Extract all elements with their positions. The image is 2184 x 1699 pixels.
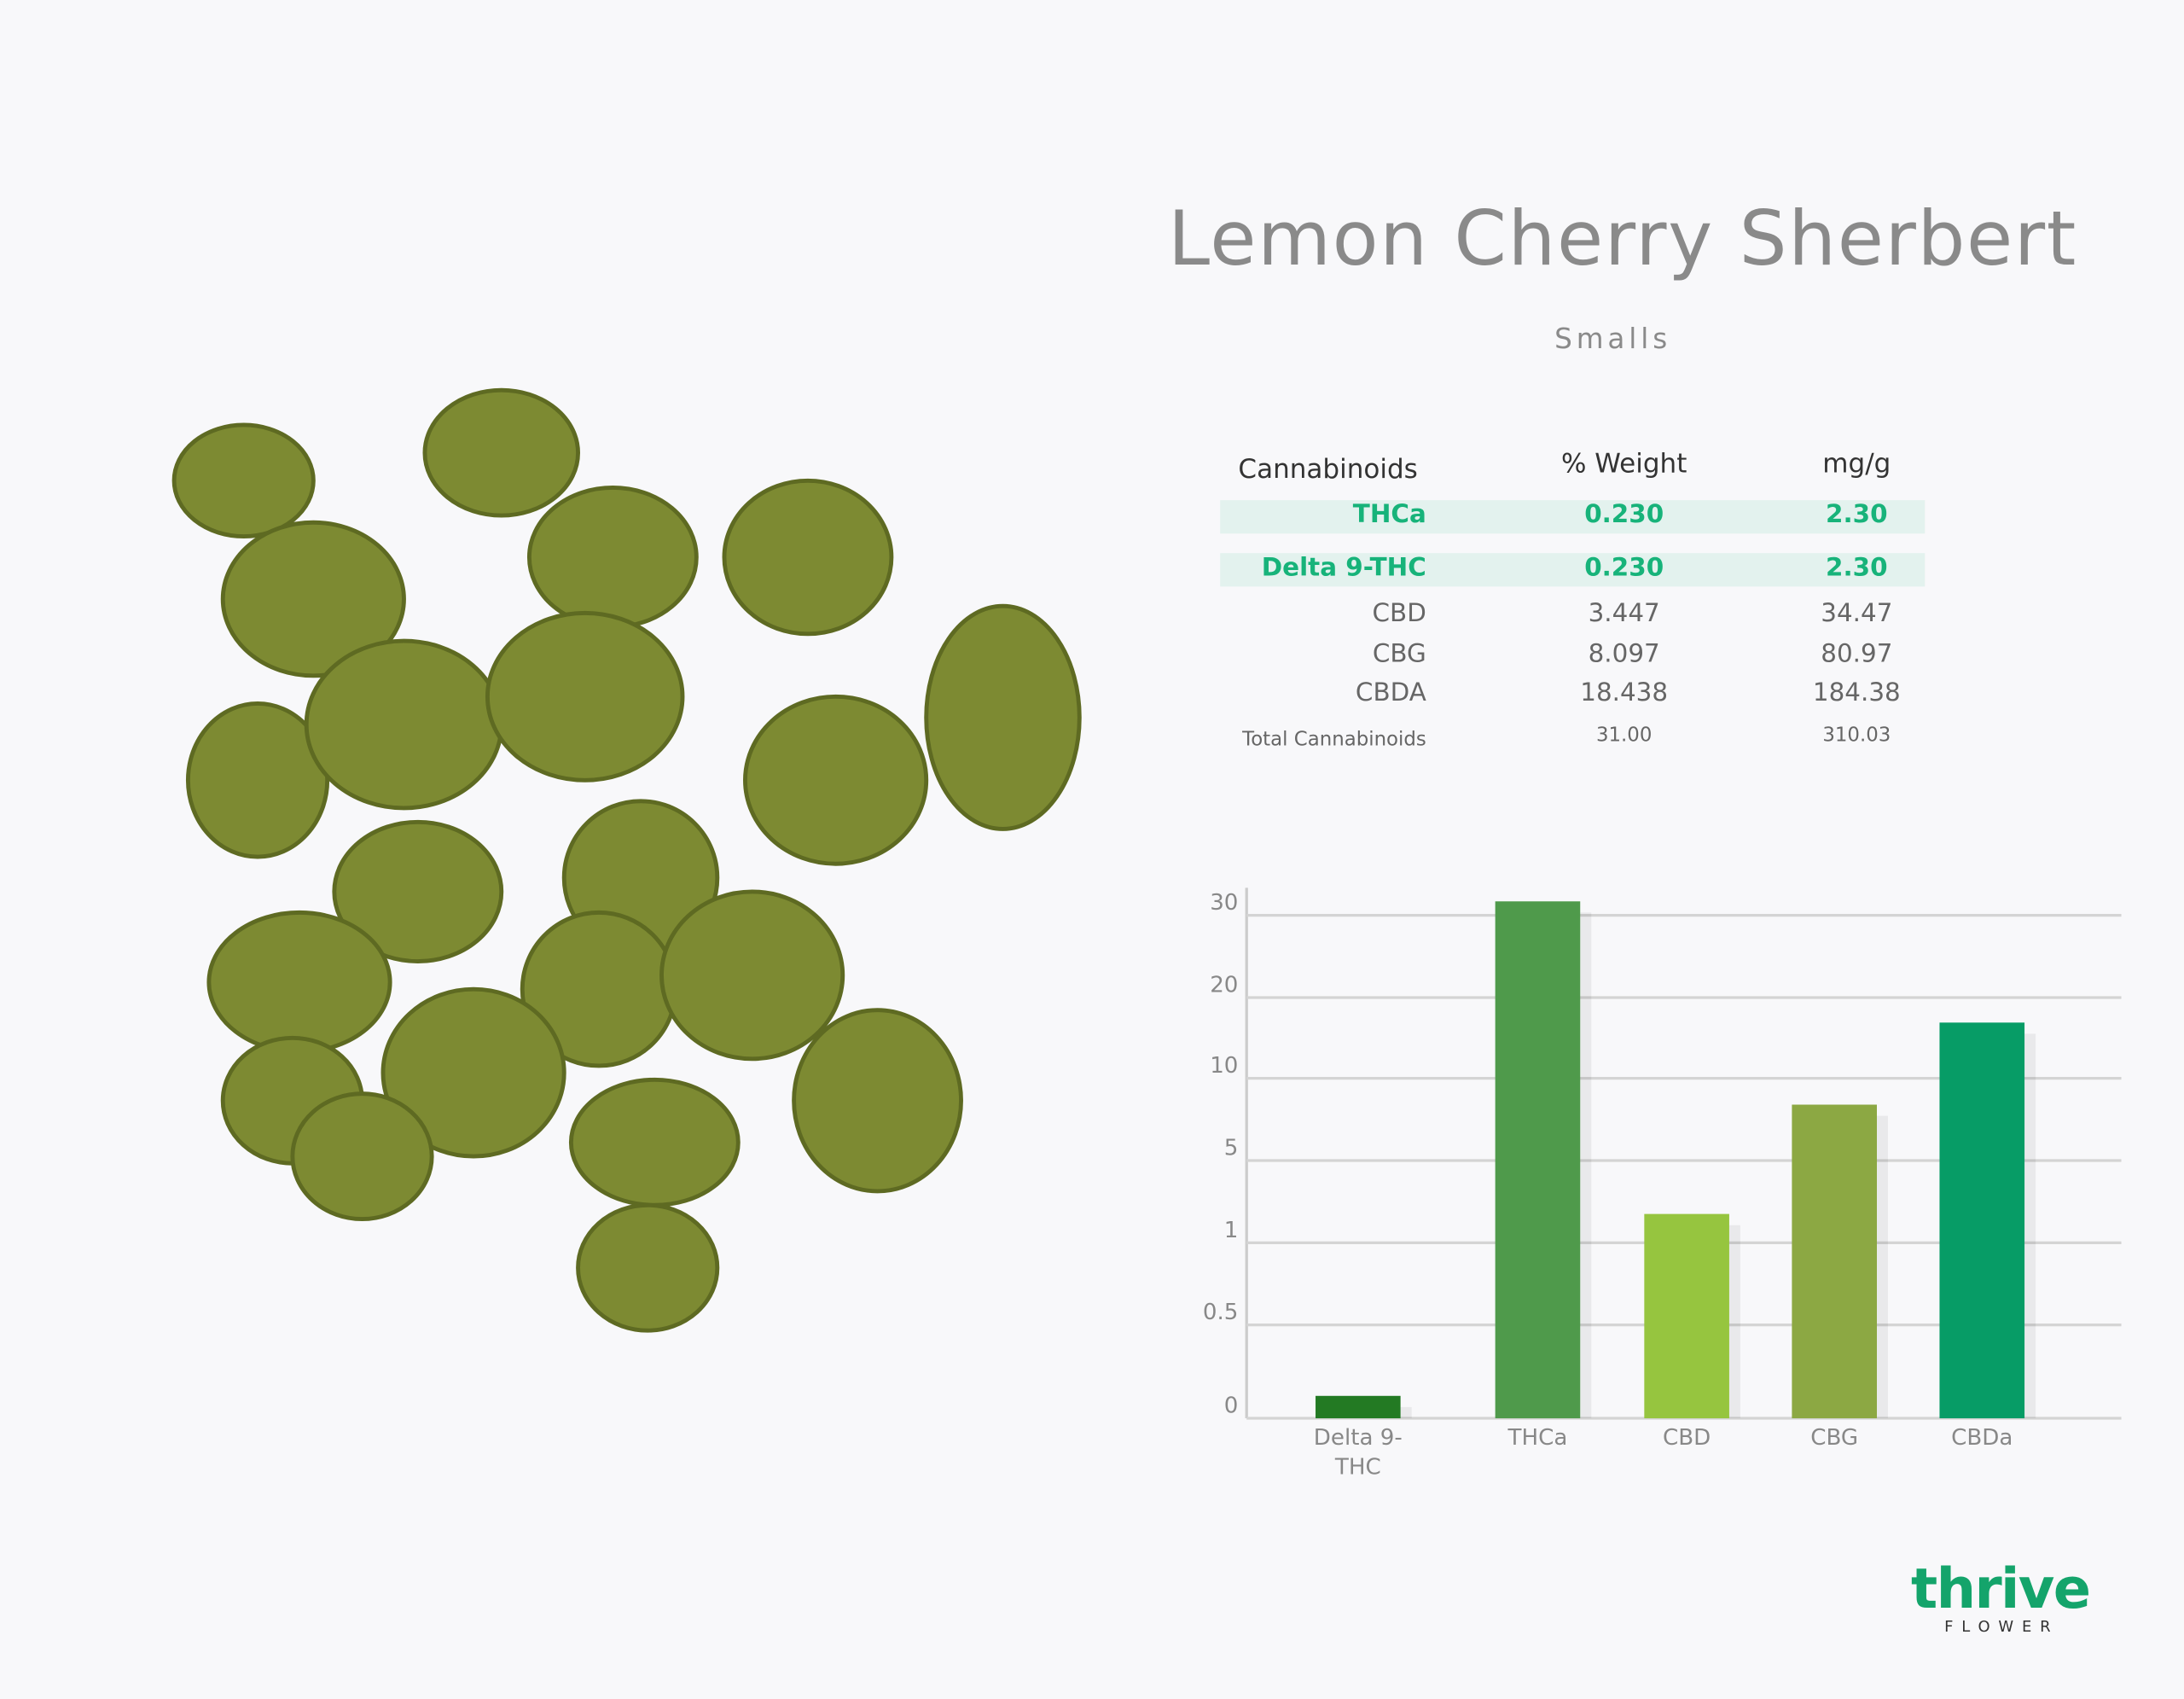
- logo-tagline: FLOWER: [1944, 1617, 2059, 1636]
- product-photo: [171, 387, 1082, 1333]
- title: Lemon Cherry Sherbert: [1168, 195, 2078, 283]
- y-tick-label: 1: [1224, 1218, 1239, 1243]
- bar: [1939, 1022, 2025, 1419]
- table-cell: 2.30: [1826, 553, 1888, 583]
- table-cell: 34.47: [1821, 599, 1893, 629]
- logo: thrive: [1910, 1557, 2091, 1622]
- table-cell: 8.097: [1588, 639, 1660, 669]
- table-cell: 80.97: [1821, 639, 1893, 669]
- bar: [1792, 1104, 1877, 1419]
- table-cell: Delta 9-THC: [1261, 553, 1426, 583]
- table-cell: 2.30: [1826, 500, 1888, 530]
- table-cell: THCa: [1352, 500, 1426, 530]
- y-tick-label: 20: [1210, 972, 1238, 998]
- row-highlight: [1220, 500, 1926, 534]
- x-tick-label: CBD: [1663, 1423, 1711, 1451]
- table-cell: 310.03: [1822, 724, 1891, 748]
- chart: 0 0.5 1 5 10 20 30: [1203, 887, 2122, 1420]
- x-tick-label: CBDa: [1951, 1423, 2013, 1451]
- x-tick-label: THCa: [1507, 1423, 1568, 1451]
- table-cell: Total Cannabinoids: [1242, 728, 1426, 751]
- table-cell: 184.38: [1812, 678, 1901, 708]
- table-cell: CBG: [1372, 639, 1426, 669]
- table-cell: 18.438: [1580, 678, 1669, 708]
- table-cell: 3.447: [1588, 599, 1660, 629]
- subtitle: Smalls: [1554, 322, 1672, 356]
- table-cell: 0.230: [1584, 553, 1664, 583]
- bar: [1644, 1213, 1729, 1419]
- x-tick-label: Delta 9-THC: [1313, 1423, 1403, 1480]
- table-cell: 0.230: [1584, 500, 1664, 530]
- bar: [1316, 1395, 1401, 1419]
- y-tick-label: 0: [1224, 1394, 1239, 1419]
- table-cell: CBDA: [1355, 678, 1426, 708]
- row-highlight: [1220, 553, 1926, 587]
- table-header: % Weight: [1560, 448, 1687, 480]
- table-header: Cannabinoids: [1238, 454, 1418, 486]
- table-header: mg/g: [1822, 448, 1891, 480]
- table-cell: CBD: [1372, 599, 1426, 629]
- x-tick-label: CBG: [1810, 1423, 1859, 1451]
- table-cell: 31.00: [1595, 724, 1653, 748]
- y-tick-label: 0.5: [1203, 1300, 1239, 1325]
- y-tick-label: 10: [1210, 1053, 1238, 1079]
- bar: [1495, 901, 1581, 1419]
- y-tick-label: 5: [1224, 1135, 1239, 1161]
- y-tick-label: 30: [1210, 890, 1238, 916]
